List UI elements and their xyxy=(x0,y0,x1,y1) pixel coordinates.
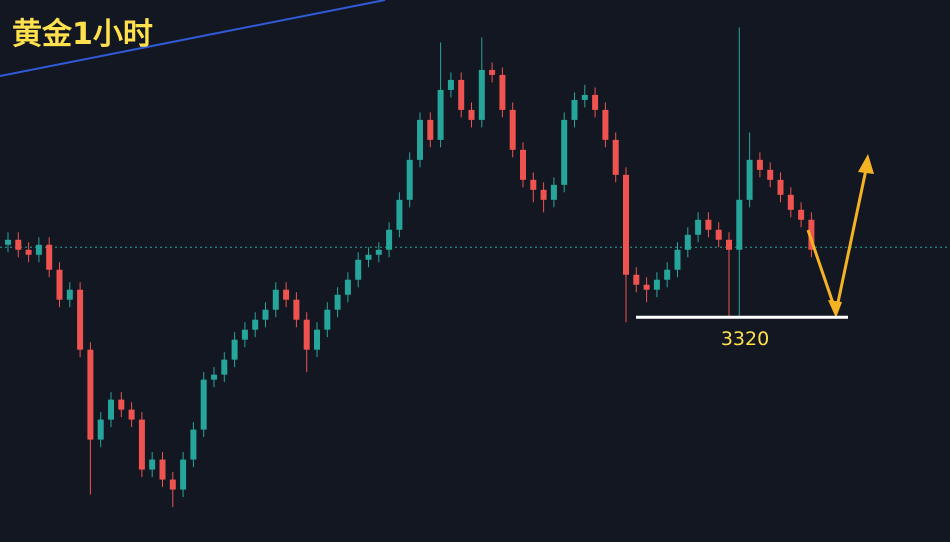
candle-body xyxy=(550,184,557,200)
candle-body xyxy=(695,219,702,235)
candle-body xyxy=(303,319,310,350)
candle-body xyxy=(602,109,609,140)
candle-body xyxy=(612,139,619,175)
candle-body xyxy=(344,279,351,295)
candle-body xyxy=(190,429,197,460)
candle-body xyxy=(221,359,228,375)
candle-body xyxy=(499,74,506,110)
candle-body xyxy=(571,99,578,120)
candle-body xyxy=(417,119,423,160)
candle-body xyxy=(252,319,259,330)
candle-body xyxy=(15,239,22,250)
candle-body xyxy=(777,179,784,195)
support-label: 3320 xyxy=(721,328,769,350)
candle-body xyxy=(128,409,135,420)
candle-body xyxy=(87,349,94,440)
candle-body xyxy=(386,229,393,250)
candle-body xyxy=(293,299,300,320)
candle-body xyxy=(705,219,712,230)
candle-body xyxy=(149,459,156,470)
candle-body xyxy=(653,279,660,290)
candle-body xyxy=(375,249,382,255)
forecast-arrow xyxy=(806,159,870,318)
candle-body xyxy=(180,459,187,490)
candle-body xyxy=(25,249,32,255)
candle-body xyxy=(561,119,568,185)
candle-body xyxy=(211,374,217,380)
candle-body xyxy=(66,289,73,300)
candle-body xyxy=(756,159,763,170)
candle-body xyxy=(334,294,341,310)
candle-body xyxy=(592,94,599,110)
candle-body xyxy=(489,69,496,75)
candle-body xyxy=(272,289,279,310)
candle-body xyxy=(798,209,805,220)
candle-body xyxy=(767,169,774,180)
candle-body xyxy=(46,244,53,270)
candle-body xyxy=(643,284,650,290)
candle-body xyxy=(736,199,743,250)
candle-body xyxy=(200,379,207,430)
candle-body xyxy=(447,79,454,90)
chart-title: 黄金1小时 xyxy=(12,17,153,52)
candle-body xyxy=(324,309,331,330)
candle-body xyxy=(427,119,434,140)
candle-body xyxy=(355,259,362,280)
candle-body xyxy=(159,459,166,480)
candle-body xyxy=(468,109,475,120)
candle-body xyxy=(664,269,671,280)
candle-body xyxy=(406,159,413,200)
candle-body xyxy=(97,419,104,440)
candle-body xyxy=(35,244,42,255)
candle-body xyxy=(77,289,84,350)
arrow-head xyxy=(858,154,874,174)
candle-body xyxy=(108,399,114,420)
candle-body xyxy=(396,199,403,230)
trend-line xyxy=(0,0,386,77)
candle-body xyxy=(623,174,629,275)
candle-body xyxy=(283,289,290,300)
candle-body xyxy=(56,269,63,300)
candle-body xyxy=(458,79,465,110)
candle-body xyxy=(262,309,269,320)
candle-body xyxy=(241,329,248,340)
candle-body xyxy=(746,159,753,200)
candle-body xyxy=(726,239,732,250)
candle-body xyxy=(808,219,815,250)
candle-body xyxy=(674,249,681,270)
candle-body xyxy=(365,254,372,260)
candle-body xyxy=(633,274,640,285)
candle-body xyxy=(540,189,547,200)
candle-body xyxy=(169,479,176,490)
candle-body xyxy=(5,239,11,245)
candle-body xyxy=(581,94,588,100)
arrow-head xyxy=(828,300,842,318)
candle-body xyxy=(231,339,238,360)
candles xyxy=(0,27,950,508)
candle-body xyxy=(478,69,485,120)
candle-body xyxy=(520,149,526,180)
candle-body xyxy=(715,229,722,240)
candle-body xyxy=(509,109,516,150)
candle-body xyxy=(530,179,537,190)
candle-body xyxy=(787,194,794,210)
candle-body xyxy=(118,399,125,410)
candle-body xyxy=(437,89,444,140)
candle-body xyxy=(684,234,691,250)
candle-body xyxy=(314,329,320,350)
candle-body xyxy=(138,419,145,470)
